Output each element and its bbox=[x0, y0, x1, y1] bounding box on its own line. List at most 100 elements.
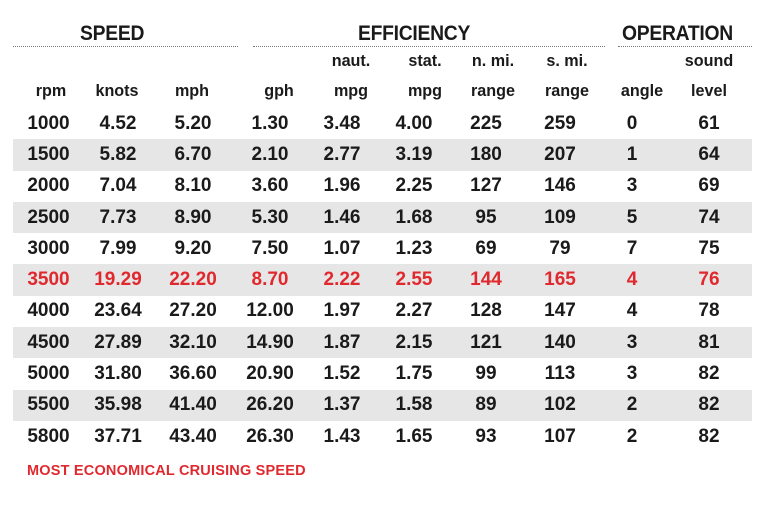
cell-smi-range: 165 bbox=[522, 264, 598, 296]
cell-gph: 14.90 bbox=[234, 327, 306, 359]
cell-stat-mpg: 4.00 bbox=[395, 112, 433, 134]
cell-naut-mpg: 3.48 bbox=[323, 112, 361, 134]
cell-sound-level: 75 bbox=[698, 237, 720, 259]
cell-mph: 43.40 bbox=[169, 425, 217, 447]
group-header-speed: SPEED bbox=[80, 22, 145, 45]
table-row: 2500 7.73 8.90 5.30 1.46 1.68 95 109 5 74 bbox=[13, 201, 752, 234]
col-top-naut: naut. bbox=[331, 51, 371, 70]
cell-rpm: 1500 bbox=[13, 139, 84, 171]
cell-angle: 3 bbox=[626, 175, 638, 197]
cell-naut-mpg: 1.97 bbox=[323, 300, 361, 322]
cell-knots: 23.64 bbox=[94, 300, 142, 322]
cell-stat-mpg: 1.58 bbox=[378, 389, 450, 421]
cell-angle: 4 bbox=[626, 300, 638, 322]
cell-mph: 41.40 bbox=[152, 389, 234, 421]
cell-gph: 8.70 bbox=[234, 264, 306, 296]
cell-angle: 4 bbox=[598, 264, 666, 296]
cell-sound-level: 69 bbox=[698, 175, 720, 197]
cell-rpm: 5000 bbox=[27, 363, 70, 385]
col-naut-mpg: mpg bbox=[333, 81, 369, 100]
col-stat-mpg: mpg bbox=[407, 81, 443, 100]
speed-divider bbox=[13, 46, 238, 47]
cell-knots: 27.89 bbox=[84, 327, 152, 359]
table-row: 3500 19.29 22.20 8.70 2.22 2.55 144 165 4 76 bbox=[13, 264, 752, 296]
cell-mph: 32.10 bbox=[152, 327, 234, 359]
col-gph: gph bbox=[264, 81, 294, 100]
cell-naut-mpg: 1.07 bbox=[323, 237, 361, 259]
cell-rpm: 2000 bbox=[27, 175, 70, 197]
cell-gph: 7.50 bbox=[251, 237, 289, 259]
cell-sound-level: 81 bbox=[666, 327, 752, 359]
performance-table: 1000 4.52 5.20 1.30 3.48 4.00 225 259 0 61 1500 5.8… bbox=[13, 108, 752, 452]
cell-nmi-range: 99 bbox=[475, 363, 497, 385]
cell-smi-range: 79 bbox=[549, 237, 571, 259]
cell-nmi-range: 225 bbox=[470, 112, 502, 134]
cell-angle: 0 bbox=[626, 112, 638, 134]
cell-angle: 7 bbox=[626, 237, 638, 259]
cell-angle: 2 bbox=[626, 425, 638, 447]
cell-sound-level: 78 bbox=[698, 300, 720, 322]
table-row: 5000 31.80 36.60 20.90 1.52 1.75 99 113 3 82 bbox=[13, 358, 752, 389]
cell-rpm: 5800 bbox=[27, 425, 70, 447]
cell-gph: 2.10 bbox=[234, 139, 306, 171]
cell-smi-range: 102 bbox=[522, 389, 598, 421]
col-top-smi: s. mi. bbox=[546, 51, 588, 70]
table-row: 1500 5.82 6.70 2.10 2.77 3.19 180 207 1 64 bbox=[13, 139, 752, 171]
col-smi-range: range bbox=[545, 81, 589, 100]
cell-rpm: 4500 bbox=[13, 327, 84, 359]
cell-rpm: 1000 bbox=[27, 112, 70, 134]
cell-rpm: 3500 bbox=[13, 264, 84, 296]
cell-nmi-range: 128 bbox=[470, 300, 502, 322]
table-row: 5500 35.98 41.40 26.20 1.37 1.58 89 102 2 82 bbox=[13, 389, 752, 421]
cell-smi-range: 109 bbox=[522, 201, 598, 234]
cell-knots: 5.82 bbox=[84, 139, 152, 171]
col-angle: angle bbox=[620, 81, 664, 100]
cell-smi-range: 140 bbox=[522, 327, 598, 359]
col-top-stat: stat. bbox=[408, 51, 442, 70]
cell-rpm: 4000 bbox=[27, 300, 70, 322]
cell-rpm: 5500 bbox=[13, 389, 84, 421]
table-row: 4000 23.64 27.20 12.00 1.97 2.27 128 147 4 78 bbox=[13, 296, 752, 327]
table-row: 4500 27.89 32.10 14.90 1.87 2.15 121 140 3 81 bbox=[13, 327, 752, 359]
cell-knots: 31.80 bbox=[94, 363, 142, 385]
cell-angle: 3 bbox=[626, 363, 638, 385]
cell-smi-range: 259 bbox=[544, 112, 576, 134]
cell-stat-mpg: 2.55 bbox=[378, 264, 450, 296]
cell-nmi-range: 69 bbox=[475, 237, 497, 259]
cell-angle: 3 bbox=[598, 327, 666, 359]
cell-mph: 8.90 bbox=[152, 201, 234, 234]
cell-naut-mpg: 2.77 bbox=[306, 139, 378, 171]
cell-smi-range: 113 bbox=[544, 363, 576, 385]
cell-nmi-range: 127 bbox=[470, 175, 502, 197]
table-row: 1000 4.52 5.20 1.30 3.48 4.00 225 259 0 61 bbox=[13, 108, 752, 139]
table-row: 2000 7.04 8.10 3.60 1.96 2.25 127 146 3 69 bbox=[13, 171, 752, 202]
cell-mph: 22.20 bbox=[152, 264, 234, 296]
cell-smi-range: 146 bbox=[544, 175, 576, 197]
footnote-economical-speed: MOST ECONOMICAL CRUISING SPEED bbox=[27, 463, 306, 479]
group-header-efficiency: EFFICIENCY bbox=[358, 22, 471, 45]
cell-stat-mpg: 2.27 bbox=[395, 300, 433, 322]
col-sound-level: level bbox=[691, 81, 727, 100]
cell-sound-level: 61 bbox=[698, 112, 720, 134]
group-header-operation: OPERATION bbox=[622, 22, 733, 45]
cell-gph: 12.00 bbox=[246, 300, 294, 322]
cell-sound-level: 64 bbox=[666, 139, 752, 171]
cell-knots: 7.04 bbox=[99, 175, 137, 197]
table-row: 5800 37.71 43.40 26.30 1.43 1.65 93 107 2 82 bbox=[13, 421, 752, 452]
cell-gph: 26.20 bbox=[234, 389, 306, 421]
cell-angle: 5 bbox=[598, 201, 666, 234]
col-nmi-range: range bbox=[471, 81, 515, 100]
cell-mph: 27.20 bbox=[169, 300, 217, 322]
cell-knots: 19.29 bbox=[84, 264, 152, 296]
cell-naut-mpg: 1.96 bbox=[323, 175, 361, 197]
cell-naut-mpg: 2.22 bbox=[306, 264, 378, 296]
cell-angle: 2 bbox=[598, 389, 666, 421]
cell-knots: 35.98 bbox=[84, 389, 152, 421]
cell-stat-mpg: 1.68 bbox=[378, 201, 450, 234]
cell-smi-range: 207 bbox=[522, 139, 598, 171]
col-mph: mph bbox=[174, 81, 210, 100]
cell-nmi-range: 121 bbox=[450, 327, 522, 359]
cell-stat-mpg: 1.65 bbox=[395, 425, 433, 447]
cell-sound-level: 74 bbox=[666, 201, 752, 234]
cell-mph: 6.70 bbox=[152, 139, 234, 171]
